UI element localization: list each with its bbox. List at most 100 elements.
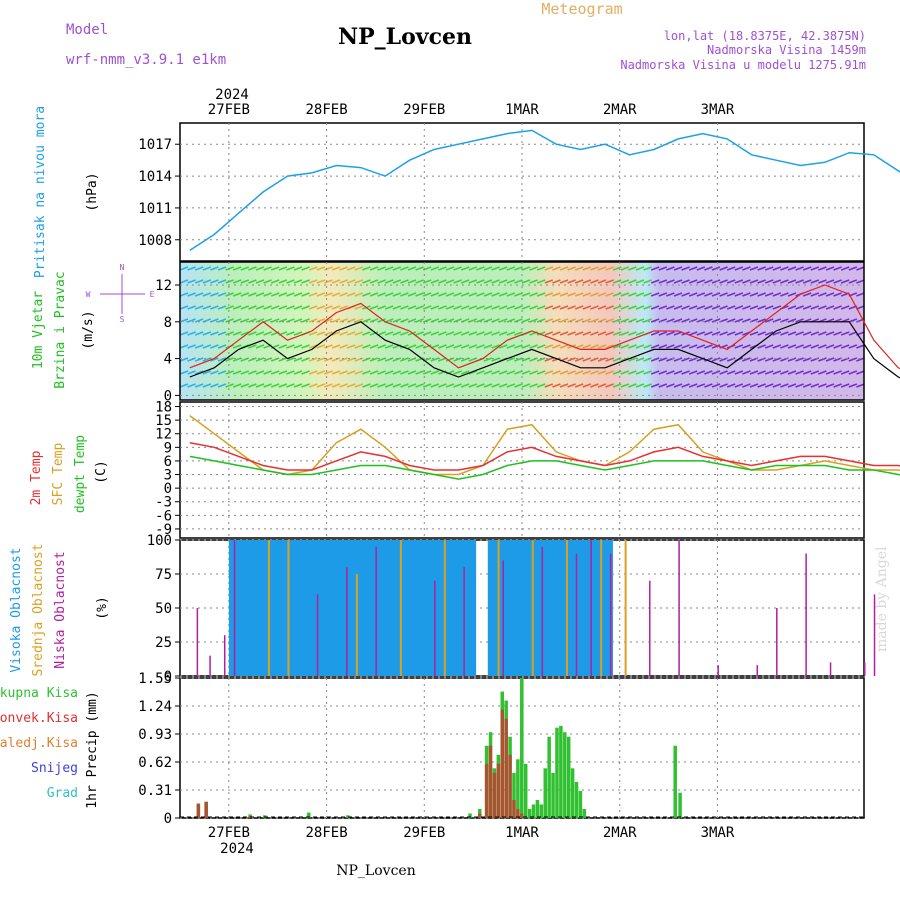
wind-barb [666, 383, 675, 388]
wind-barb [468, 292, 478, 297]
wind-barb [225, 370, 234, 375]
wind-barb [658, 266, 668, 271]
wind-barb [688, 383, 698, 388]
wind-barb [392, 318, 402, 323]
precip-conv-bar [492, 772, 497, 818]
cloud-high-bar [243, 540, 247, 676]
wind-barb [856, 344, 865, 349]
cloud-mid-bar [443, 540, 446, 676]
wind-barb [590, 383, 599, 388]
wind-barb [673, 357, 683, 362]
wind-barb [263, 266, 272, 271]
wind-barb [346, 331, 356, 336]
cloud-mid-bar [287, 540, 290, 676]
wind-barb [384, 292, 394, 297]
wind-barb [620, 279, 630, 284]
wind-barb [202, 370, 212, 375]
wind-barb [544, 344, 554, 349]
wind-barb [840, 305, 850, 310]
wind-barb [438, 344, 447, 349]
pressure-units: (hPa) [85, 172, 100, 211]
wind-barb [810, 331, 820, 336]
wind-barb [673, 266, 683, 271]
wind-speed-line [189, 321, 900, 379]
wind-barb [772, 292, 782, 297]
wind-barb [248, 331, 257, 336]
wind-barb [536, 370, 546, 375]
precip-total-bar [578, 790, 583, 818]
wind-barb [430, 370, 440, 375]
cloud-high-bar [263, 540, 267, 676]
wind-barb [217, 318, 227, 323]
wind-barb [574, 266, 584, 271]
wind-barb [308, 279, 318, 284]
wind-barb [301, 344, 310, 349]
x-tick-label-bottom: 3MAR [701, 825, 735, 841]
wind-barb [620, 344, 630, 349]
wind-barb [795, 357, 804, 362]
wind-barb [187, 305, 196, 310]
wind-barb [711, 344, 721, 349]
wind-barb [316, 344, 326, 349]
cloud-high-bar [309, 540, 313, 676]
wind-barb [255, 383, 265, 388]
wind-barb [673, 344, 683, 349]
wind-barb [810, 266, 820, 271]
wind-barb [833, 279, 842, 284]
wind-barb [514, 344, 523, 349]
cloud-high-bar [302, 540, 306, 676]
wind-barb [696, 279, 706, 284]
x-tick-label-bottom: 2MAR [603, 825, 637, 841]
wind-barb [734, 370, 744, 375]
wind-barb [430, 266, 440, 271]
cloud-high-bar [583, 540, 587, 676]
wind-barb [521, 279, 531, 284]
wind-barb [742, 292, 751, 297]
wind-barb [521, 344, 531, 349]
wind-barb [704, 357, 713, 362]
wind-barb [415, 318, 424, 323]
wind-barb [324, 266, 333, 271]
wind-barb [742, 305, 751, 310]
wind-barb [704, 292, 713, 297]
cloud-low-bar [541, 546, 544, 676]
wind-barb [787, 279, 797, 284]
cloud-high-bar [561, 540, 565, 676]
cloud-high-bar [329, 540, 333, 676]
wind-barb [643, 279, 652, 284]
cloud-high-bar [280, 540, 284, 676]
cloud-high-bar [299, 540, 303, 676]
wind-barb [308, 344, 318, 349]
cloud-high-bar [504, 540, 508, 676]
wind-barb [217, 370, 227, 375]
wind-barb [460, 331, 470, 336]
cloud-high-bar [270, 540, 274, 676]
wind-barb [217, 279, 227, 284]
cloud-high-bar [416, 540, 420, 676]
cloud-high-bar [436, 540, 440, 676]
wind-barb [848, 383, 858, 388]
wind-barb [483, 266, 493, 271]
wind-barb [460, 344, 470, 349]
wind-barb [354, 305, 364, 310]
cloud-high-bar [412, 540, 416, 676]
wind-barb [187, 383, 196, 388]
wind-barb [514, 266, 523, 271]
wind-barb [628, 370, 637, 375]
wind-barb [574, 305, 584, 310]
wind-barb [217, 292, 227, 297]
wind-barb [696, 266, 706, 271]
wind-barb [369, 305, 379, 310]
wind-barb [650, 344, 660, 349]
dewpoint-line [189, 455, 900, 480]
wind-barb [552, 331, 561, 336]
wind-barb [286, 305, 295, 310]
wind-barb [795, 331, 804, 336]
wind-barb [544, 305, 554, 310]
wind-barb [453, 344, 462, 349]
wind-barb [574, 383, 584, 388]
wind-barb [225, 279, 234, 284]
wind-barb [210, 305, 219, 310]
wind-barb [263, 292, 272, 297]
